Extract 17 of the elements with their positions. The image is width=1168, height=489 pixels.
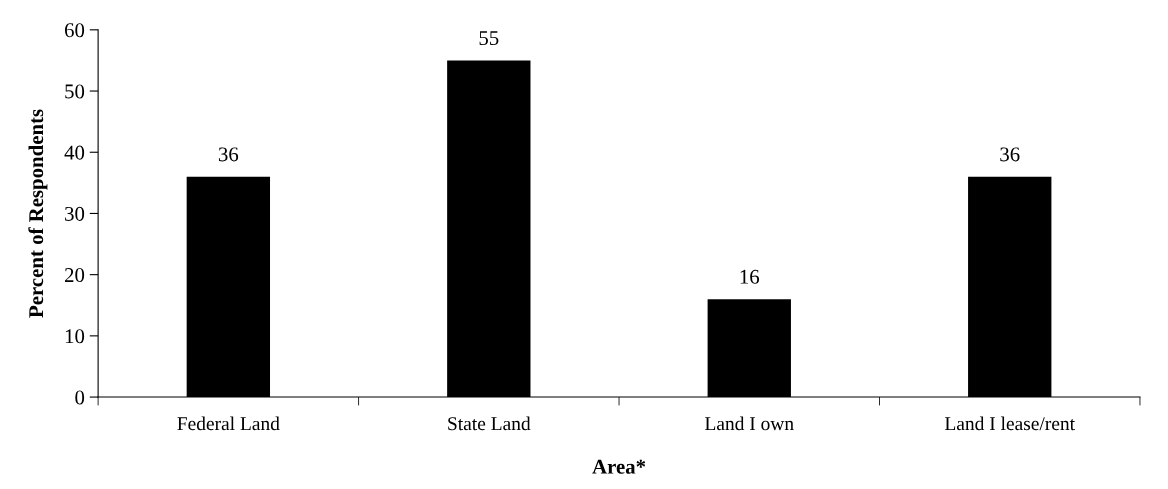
y-tick-label: 60 [64, 23, 85, 38]
y-tick-label: 30 [65, 206, 85, 221]
y-tick-label: 0 [75, 390, 85, 405]
y-axis-title: Percent of Respondents [28, 109, 48, 318]
x-tick-label: Land I lease/rent [944, 416, 1075, 431]
x-tick-label: Land I own [705, 416, 794, 431]
data-label: 16 [740, 269, 760, 284]
y-tick-label: 50 [65, 84, 85, 99]
x-tick-label: State Land [448, 416, 531, 431]
data-label: 36 [218, 147, 239, 162]
data-label: 55 [479, 31, 499, 46]
x-axis-title: Area* [592, 459, 646, 474]
x-tick-label: Federal Land [177, 416, 280, 431]
y-tick-label: 40 [64, 145, 85, 160]
y-tick-label: 20 [65, 268, 85, 283]
y-tick-label: 10 [65, 329, 85, 344]
data-label: 36 [1000, 147, 1020, 162]
